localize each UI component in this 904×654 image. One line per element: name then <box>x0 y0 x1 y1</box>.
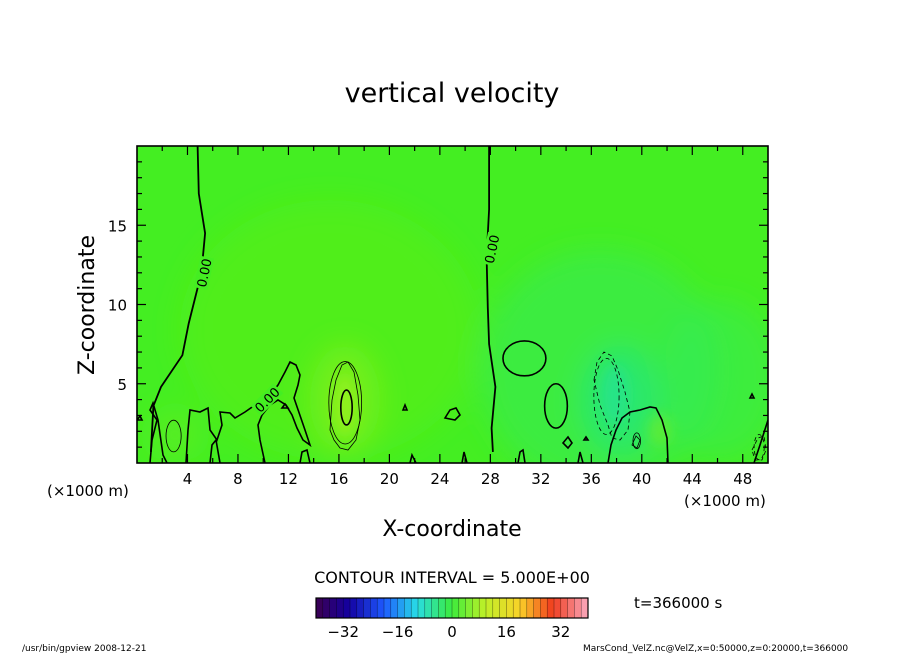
colorbar-cell <box>404 598 412 618</box>
colorbar-cell <box>370 598 378 618</box>
x-axis: 4 8 12 16 20 24 28 32 36 40 44 48 <box>161 146 752 488</box>
colorbar-cell <box>492 598 500 618</box>
x-tick-label: 28 <box>481 470 500 488</box>
x-tick-label: 8 <box>233 470 243 488</box>
x-tick-label: 24 <box>430 470 449 488</box>
x-tick-label: 20 <box>380 470 399 488</box>
footer-right: MarsCond_VelZ.nc@VelZ,x=0:50000,z=0:2000… <box>583 644 848 654</box>
colorbar-cell <box>343 598 351 618</box>
closed-contour <box>340 389 353 426</box>
closed-contour <box>328 361 363 445</box>
y-axis: 5 10 15 <box>108 161 768 448</box>
colorbar-tick-label: 0 <box>447 623 457 641</box>
colorbar-tick-label: −16 <box>382 623 414 641</box>
thin-contours <box>329 361 641 451</box>
colorbar-cell <box>397 598 405 618</box>
colorbar-cell <box>506 598 514 618</box>
closed-contour <box>593 357 620 435</box>
colorbar-cell <box>329 598 337 618</box>
contour-lines <box>150 146 765 461</box>
time-label: t=366000 s <box>634 594 722 612</box>
colorbar-tick-label: −32 <box>327 623 359 641</box>
colorbar-tick-label: 16 <box>497 623 516 641</box>
x-tick-label: 12 <box>279 470 298 488</box>
colorbar-cell <box>560 598 568 618</box>
colorbar-cell <box>472 598 480 618</box>
colorbar-cell <box>533 598 541 618</box>
colorbar-cell <box>316 598 324 618</box>
colorbar-cell <box>458 598 466 618</box>
contour-label-bg <box>250 383 284 416</box>
colorbar-cell <box>418 598 426 618</box>
colorbar-cell <box>547 598 555 618</box>
negative-contours <box>593 351 767 461</box>
colorbar-cell <box>350 598 358 618</box>
x-tick-label: 48 <box>733 470 752 488</box>
x-tick-label: 32 <box>531 470 550 488</box>
colorbar-ticks: −32 −16 0 16 32 <box>327 623 570 641</box>
contour-label: 0.00 <box>195 257 216 288</box>
colorbar-cell <box>574 598 582 618</box>
y-axis-label: Z-coordinate <box>75 235 100 375</box>
x-tick-label: 44 <box>683 470 702 488</box>
x-unit-label-left: (×1000 m) <box>47 482 129 500</box>
colorbar <box>315 597 589 619</box>
colorbar-cell <box>567 598 575 618</box>
colorbar-cell <box>526 598 534 618</box>
colorbar-cell <box>377 598 385 618</box>
x-tick-label: 36 <box>582 470 601 488</box>
colorbar-cell <box>499 598 507 618</box>
colorbar-cell <box>384 598 392 618</box>
chart-title: vertical velocity <box>345 78 560 109</box>
colorbar-frame <box>315 597 589 619</box>
closed-contour <box>502 340 547 377</box>
colorbar-cell <box>322 598 330 618</box>
x-tick-label: 16 <box>329 470 348 488</box>
closed-contour <box>543 382 569 429</box>
colorbar-cell <box>390 598 398 618</box>
closed-contour <box>632 432 641 450</box>
colorbar-cell <box>513 598 521 618</box>
colorbar-cell <box>445 598 453 618</box>
colorbar-cell <box>424 598 432 618</box>
contour-label-bg <box>481 231 502 267</box>
colorbar-cell <box>336 598 344 618</box>
colorbar-cell <box>540 598 548 618</box>
footer-left: /usr/bin/gpview 2008-12-21 <box>22 644 146 654</box>
colorbar-cell <box>431 598 439 618</box>
zero-contour <box>150 146 207 452</box>
contour-interval: CONTOUR INTERVAL = 5.000E+00 <box>314 568 590 587</box>
closed-contour <box>165 419 182 453</box>
colorbar-cell <box>438 598 446 618</box>
colorbar-cell <box>479 598 487 618</box>
colorbar-cell <box>363 598 371 618</box>
colorbar-tick-label: 32 <box>551 623 570 641</box>
x-tick-label: 4 <box>183 470 193 488</box>
y-tick-label: 15 <box>108 217 127 235</box>
near-surface-contours <box>137 360 768 463</box>
contour-label-bg <box>193 255 215 290</box>
plot-area: 0.000.000.00 <box>137 146 768 463</box>
colorbar-cell <box>520 598 528 618</box>
colorbar-cell <box>581 598 589 618</box>
x-unit-label-right: (×1000 m) <box>684 492 766 510</box>
colorbar-cell <box>411 598 419 618</box>
colorbar-cell <box>554 598 562 618</box>
colorbar-cell <box>486 598 494 618</box>
y-tick-label: 5 <box>117 376 127 394</box>
x-tick-label: 40 <box>632 470 651 488</box>
y-tick-label: 10 <box>108 297 127 315</box>
colorbar-cell <box>452 598 460 618</box>
colorbar-cell <box>465 598 473 618</box>
contour-label: 0.00 <box>483 234 504 265</box>
x-axis-label: X-coordinate <box>382 517 521 542</box>
colorbar-cell <box>356 598 364 618</box>
zero-contour <box>485 146 497 452</box>
